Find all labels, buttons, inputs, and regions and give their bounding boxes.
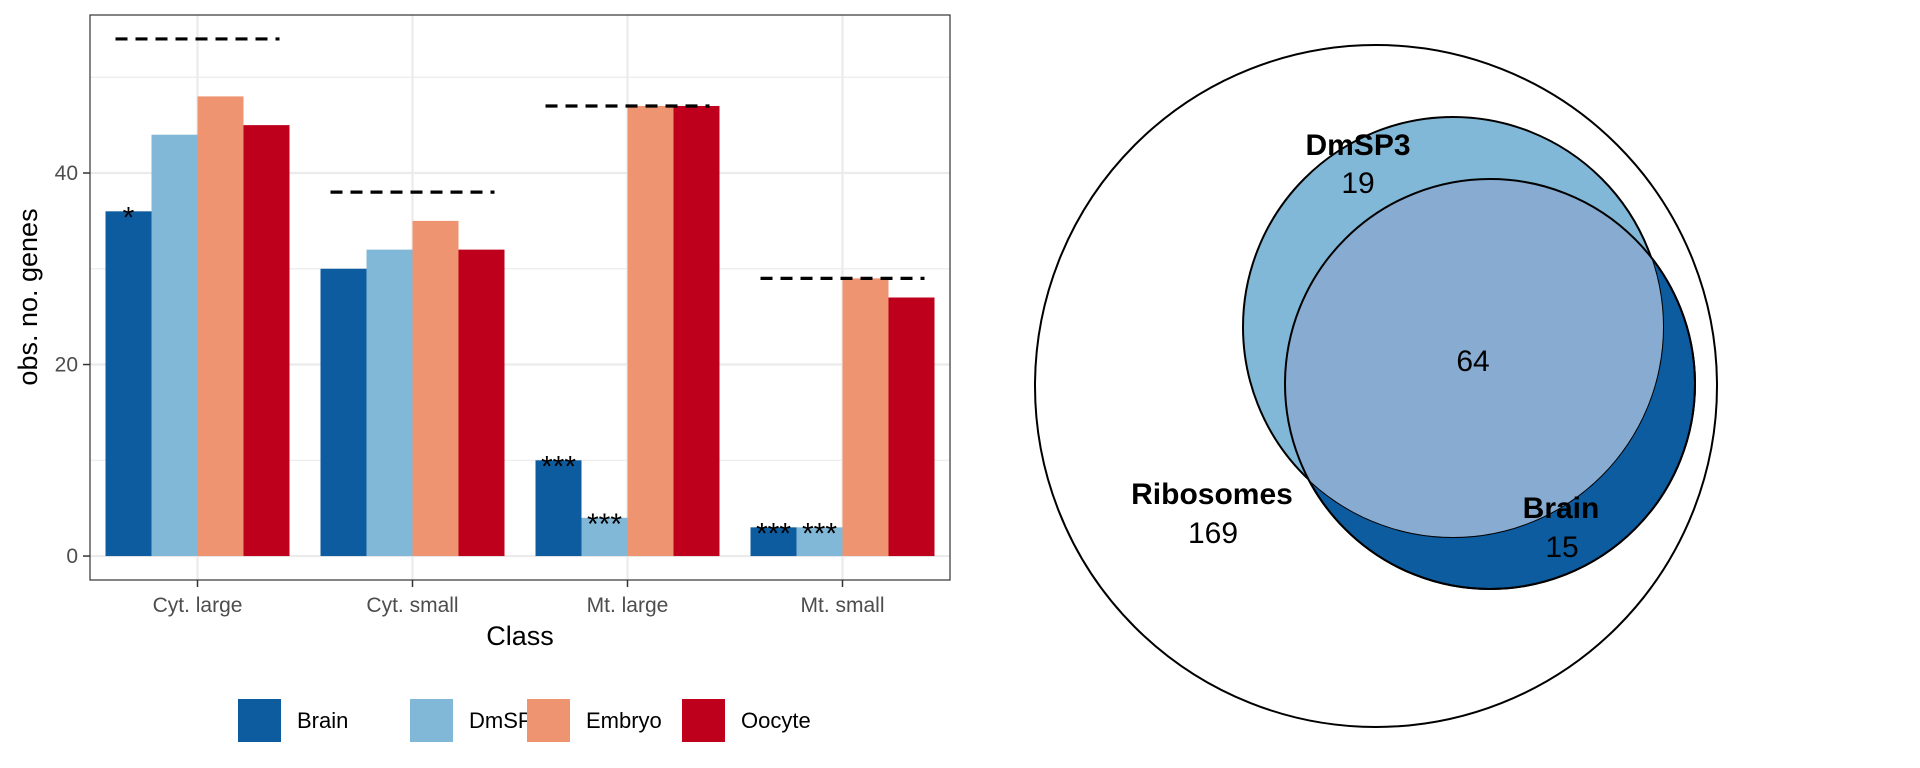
significance-label: *** bbox=[756, 517, 791, 550]
x-tick-label: Mt. large bbox=[587, 594, 669, 617]
venn-count-brain: 15 bbox=[1545, 531, 1578, 564]
bar-brain-1 bbox=[105, 211, 152, 557]
y-axis-title: obs. no. genes bbox=[13, 208, 43, 385]
bar-brain-3 bbox=[535, 460, 582, 557]
bar-dmsp3-1 bbox=[151, 134, 198, 557]
y-tick-label: 40 bbox=[55, 162, 78, 185]
legend-swatch-oocyte bbox=[682, 699, 725, 742]
venn-label-dmsp3: DmSP3 bbox=[1305, 129, 1410, 162]
significance-label: *** bbox=[541, 450, 576, 483]
venn-count-intersection: 64 bbox=[1456, 345, 1489, 378]
venn-count-dmsp3: 19 bbox=[1341, 167, 1374, 200]
y-tick-label: 20 bbox=[55, 354, 78, 377]
bar-brain-4 bbox=[750, 527, 797, 557]
bar-dmsp3-2 bbox=[366, 249, 413, 557]
x-axis-title: Class bbox=[486, 621, 554, 651]
legend-label-brain: Brain bbox=[297, 708, 348, 733]
bar-oocyte-4 bbox=[888, 297, 935, 557]
x-tick-label: Mt. small bbox=[801, 594, 885, 617]
venn-label-brain: Brain bbox=[1523, 492, 1600, 525]
expected-lines bbox=[115, 37, 925, 280]
venn-brain-outline bbox=[1284, 178, 1696, 590]
legend-swatch-dmsp3 bbox=[410, 699, 453, 742]
x-axis: Cyt. large Cyt. small Mt. large Mt. small bbox=[153, 580, 885, 617]
significance-label: *** bbox=[587, 508, 622, 541]
legend-label-embryo: Embryo bbox=[586, 708, 662, 733]
x-tick-label: Cyt. small bbox=[366, 594, 458, 617]
y-tick-label: 0 bbox=[66, 545, 78, 568]
x-tick-label: Cyt. large bbox=[153, 594, 243, 617]
significance-labels: ******* *** *** bbox=[123, 201, 838, 550]
legend-label-oocyte: Oocyte bbox=[741, 708, 811, 733]
significance-label: * bbox=[123, 201, 135, 234]
significance-label: *** bbox=[802, 517, 837, 550]
bar-brain-2 bbox=[320, 268, 367, 557]
bar-embryo-4 bbox=[842, 278, 889, 557]
venn-count-ribosomes: 169 bbox=[1188, 517, 1238, 550]
venn-label-ribosomes: Ribosomes bbox=[1131, 478, 1293, 511]
legend: Brain DmSP3 Embryo Oocyte bbox=[238, 699, 811, 742]
bar-oocyte-1 bbox=[243, 125, 290, 557]
bar-embryo-1 bbox=[197, 96, 244, 557]
plot-border bbox=[89, 14, 951, 581]
bar-embryo-2 bbox=[412, 220, 459, 557]
bar-embryo-3 bbox=[627, 105, 674, 557]
y-axis: 0 20 40 bbox=[55, 162, 90, 568]
bar-dmsp3-4 bbox=[796, 527, 843, 557]
venn-diagram: DmSP3 19 64 Ribosomes 169 Brain 15 bbox=[1034, 44, 1718, 728]
bar-oocyte-2 bbox=[458, 249, 505, 557]
bar-dmsp3-3 bbox=[581, 517, 628, 557]
legend-swatch-brain bbox=[238, 699, 281, 742]
legend-swatch-embryo bbox=[527, 699, 570, 742]
bars bbox=[105, 96, 935, 557]
bar-oocyte-3 bbox=[673, 105, 720, 557]
